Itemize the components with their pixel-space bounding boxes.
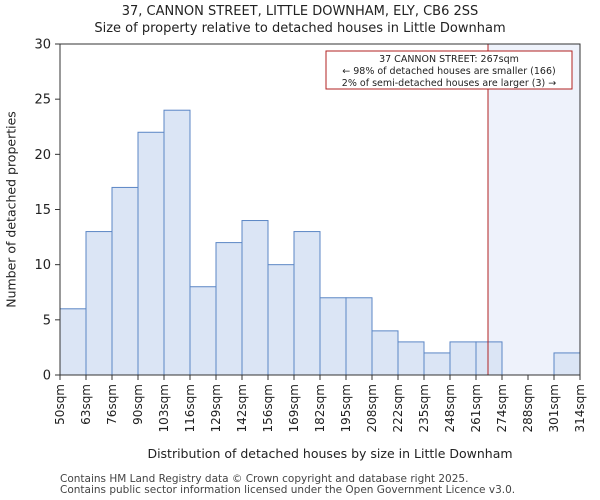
y-tick-label: 5 [43,313,51,328]
x-tick-label: 156sqm [261,384,275,432]
bar-261sqm [475,341,503,376]
y-axis-label: Number of detached properties [4,111,19,308]
chart-title-subtitle: Size of property relative to detached ho… [94,21,506,36]
x-axis-label: Distribution of detached houses by size … [147,446,512,461]
footer-licence: Contains public sector information licen… [60,484,516,496]
x-tick-label: 208sqm [365,384,379,432]
x-tick-label: 142sqm [235,384,249,432]
x-tick-label: 261sqm [469,384,483,432]
y-tick-label: 0 [43,369,51,384]
annotation-border [325,50,573,90]
x-tick-label: 129sqm [209,384,223,432]
x-tick-label: 314sqm [573,384,587,432]
x-axis: 50sqm 63sqm 76sqm 90sqm 103sqm 116sqm 129sqm 14… [53,375,587,432]
bars-group [59,109,581,376]
bar-248sqm [449,341,477,376]
x-tick-label: 169sqm [287,384,301,432]
x-tick-label: 235sqm [417,384,431,432]
chart-title-address: 37, CANNON STREET, LITTLE DOWNHAM, ELY, … [121,4,479,19]
bar-208sqm [371,330,399,376]
x-tick-label: 195sqm [339,384,353,432]
bar-142sqm [241,220,269,376]
plot-frame [59,43,581,376]
x-tick-label: 76sqm [105,384,119,425]
x-tick-label: 182sqm [313,384,327,432]
bar-90sqm [137,131,165,376]
annotation-line-2: ← 98% of detached houses are smaller (16… [342,66,555,77]
x-tick-label: 222sqm [391,384,405,432]
x-tick-label: 248sqm [443,384,457,432]
bar-169sqm [293,231,321,376]
bar-235sqm [423,352,451,376]
x-tick-label: 103sqm [157,384,171,432]
footer-copyright: Contains HM Land Registry data © Crown c… [60,473,469,485]
x-tick-label: 116sqm [183,384,197,432]
bar-301sqm [553,352,581,376]
y-tick-label: 10 [34,258,51,273]
x-tick-label: 90sqm [131,384,145,425]
y-tick-label: 25 [34,93,51,108]
bar-222sqm [397,341,425,376]
y-axis: 0 5 10 15 20 25 30 [34,38,60,384]
bar-76sqm [111,186,139,376]
y-tick-label: 20 [34,148,51,163]
x-tick-label: 288sqm [521,384,535,432]
bar-103sqm [163,109,191,376]
annotation-box: 37 CANNON STREET: 267sqm ← 98% of detach… [325,50,573,90]
x-tick-label: 50sqm [53,384,67,425]
y-tick-label: 30 [34,38,51,53]
annotation-line-3: 2% of semi-detached houses are larger (3… [342,78,556,89]
x-tick-label: 274sqm [495,384,509,432]
bar-195sqm [345,297,373,376]
bar-129sqm [215,242,243,376]
x-tick-label: 63sqm [79,384,93,425]
bar-116sqm [189,286,217,376]
highlight-region [488,44,580,375]
bar-156sqm [267,264,295,376]
bar-63sqm [85,231,113,376]
y-tick-label: 15 [34,203,51,218]
x-tick-label: 301sqm [547,384,561,432]
annotation-line-1: 37 CANNON STREET: 267sqm [379,54,519,65]
bar-50sqm [59,308,87,376]
bar-182sqm [319,297,347,376]
